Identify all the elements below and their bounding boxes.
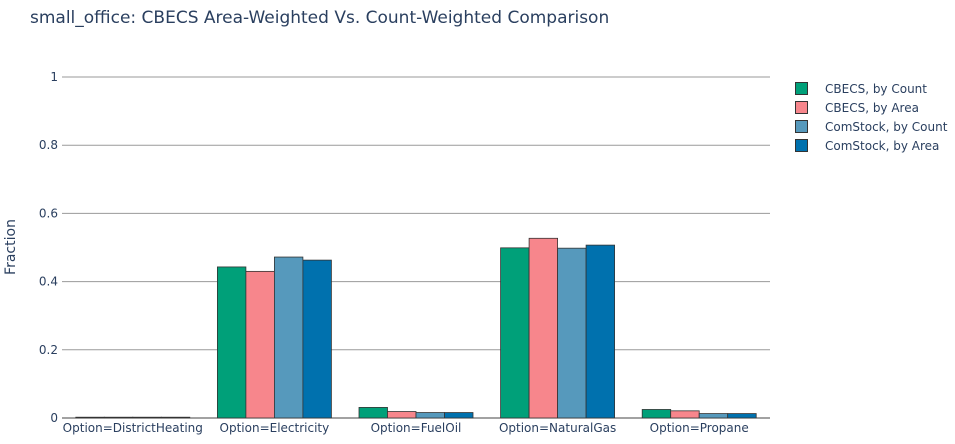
bar-comstock-by-count-1[interactable] bbox=[273, 256, 304, 419]
y-tick-label: 0.8 bbox=[39, 138, 58, 152]
y-tick-label: 1 bbox=[50, 70, 58, 84]
legend-item-comstock-by-count[interactable]: ComStock, by Count bbox=[795, 117, 947, 136]
x-tick-label: Option=Propane bbox=[650, 421, 749, 435]
legend-item-cbecs-by-area[interactable]: CBECS, by Area bbox=[795, 98, 947, 117]
gridlines bbox=[62, 76, 770, 419]
bar-cbecs-by-count-2[interactable] bbox=[358, 407, 388, 419]
legend: CBECS, by Count CBECS, by Area ComStock, b… bbox=[795, 79, 947, 155]
bar-comstock-by-area-0[interactable] bbox=[160, 416, 191, 419]
x-tick-label: Option=FuelOil bbox=[371, 421, 462, 435]
bar-comstock-by-count-4[interactable] bbox=[698, 413, 729, 419]
bar-comstock-by-count-0[interactable] bbox=[132, 416, 162, 419]
bar-comstock-by-area-4[interactable] bbox=[727, 413, 757, 419]
bar-cbecs-by-count-3[interactable] bbox=[500, 247, 530, 419]
x-tick-label: Option=NaturalGas bbox=[499, 421, 616, 435]
bar-cbecs-by-count-1[interactable] bbox=[216, 266, 247, 419]
legend-label: CBECS, by Area bbox=[825, 100, 919, 115]
bar-cbecs-by-count-4[interactable] bbox=[641, 409, 672, 419]
y-tick-label: 0 bbox=[50, 411, 58, 425]
bar-cbecs-by-area-4[interactable] bbox=[670, 410, 700, 419]
y-tick-label: 0.6 bbox=[39, 206, 58, 220]
x-tick-label: Option=DistrictHeating bbox=[63, 421, 203, 435]
legend-swatch bbox=[795, 120, 808, 133]
chart-title: small_office: CBECS Area-Weighted Vs. Co… bbox=[30, 8, 610, 28]
bar-comstock-by-area-1[interactable] bbox=[302, 259, 332, 419]
bar-cbecs-by-count-0[interactable] bbox=[75, 416, 105, 419]
bar-cbecs-by-area-2[interactable] bbox=[387, 411, 417, 419]
legend-label: CBECS, by Count bbox=[825, 81, 927, 96]
legend-item-comstock-by-area[interactable]: ComStock, by Area bbox=[795, 136, 947, 155]
legend-item-cbecs-by-count[interactable]: CBECS, by Count bbox=[795, 79, 947, 98]
bar-comstock-by-area-2[interactable] bbox=[444, 412, 474, 419]
legend-swatch bbox=[795, 82, 808, 95]
bar-comstock-by-count-3[interactable] bbox=[557, 247, 587, 419]
x-tick-label: Option=Electricity bbox=[220, 421, 330, 435]
bar-comstock-by-area-3[interactable] bbox=[585, 244, 615, 419]
legend-label: ComStock, by Area bbox=[825, 138, 940, 153]
y-tick-label: 0.2 bbox=[39, 343, 58, 357]
y-tick-labels: 0 0.2 0.4 0.6 0.8 1 bbox=[39, 70, 58, 425]
bars bbox=[75, 237, 757, 419]
y-tick-label: 0.4 bbox=[39, 275, 58, 289]
legend-label: ComStock, by Count bbox=[825, 119, 948, 134]
bar-cbecs-by-area-0[interactable] bbox=[103, 416, 134, 419]
bar-cbecs-by-area-3[interactable] bbox=[528, 237, 558, 419]
x-tick-labels: Option=DistrictHeating Option=Electricity… bbox=[63, 421, 749, 435]
legend-swatch bbox=[795, 101, 808, 114]
bar-cbecs-by-area-1[interactable] bbox=[245, 270, 275, 419]
y-axis-label: Fraction bbox=[3, 219, 19, 275]
legend-swatch bbox=[795, 139, 808, 152]
bar-comstock-by-count-2[interactable] bbox=[415, 412, 445, 419]
